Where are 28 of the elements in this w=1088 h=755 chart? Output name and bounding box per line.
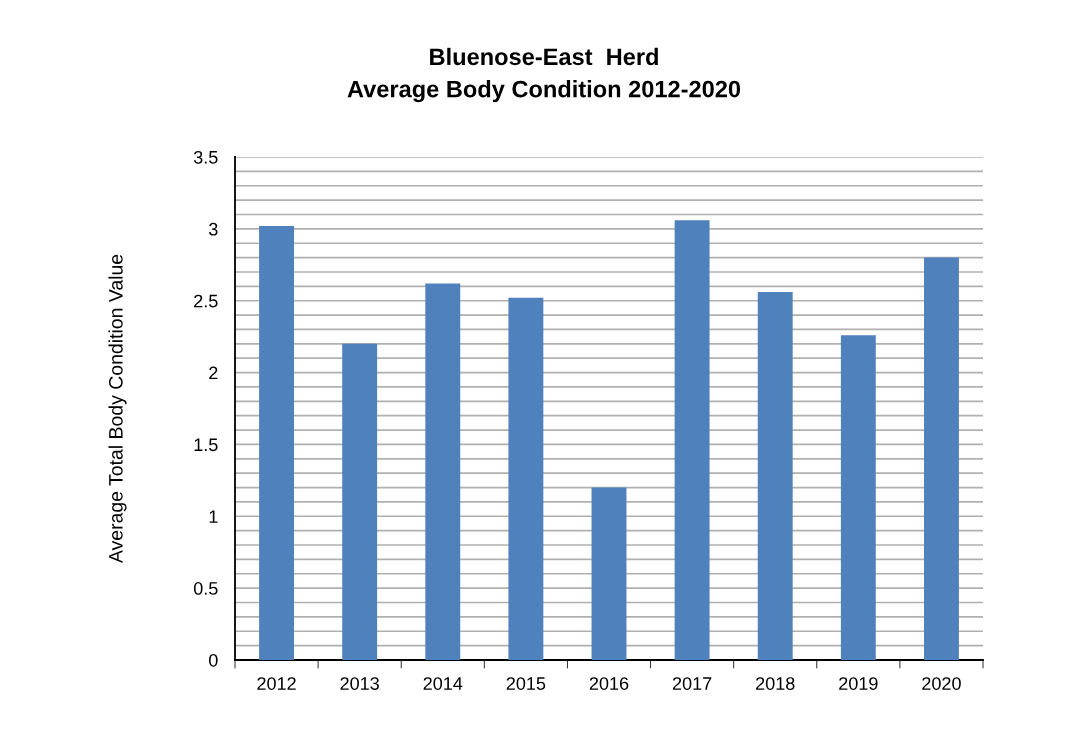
bar	[840, 335, 876, 660]
x-tick-label: 2015	[506, 677, 546, 690]
x-tick-label: 2018	[756, 677, 795, 690]
y-tick-label: 2.5	[194, 294, 218, 308]
x-tick-label: 2012	[257, 677, 296, 690]
y-axis-title: Average Total Body Condition Value	[108, 254, 127, 564]
x-tick-label: 2017	[672, 677, 712, 690]
bar	[923, 257, 959, 660]
bar	[342, 343, 378, 660]
y-tick-label: 1	[209, 510, 218, 523]
bar	[425, 283, 461, 660]
bar	[508, 297, 544, 660]
y-tick-label: 2	[209, 366, 218, 380]
y-tick-label: 1.5	[194, 438, 218, 452]
chart-title: Bluenose-East Herd Average Body Condition 2012-2020	[347, 47, 741, 103]
x-tick-label: 2013	[340, 677, 379, 690]
bar	[259, 225, 295, 660]
y-tick-label: 3.5	[193, 150, 218, 164]
x-tick-label: 2014	[423, 677, 463, 690]
bar	[757, 292, 793, 660]
x-tick-label: 2020	[922, 677, 961, 690]
x-tick-label: 2019	[839, 677, 878, 690]
y-tick-label: 3	[208, 222, 218, 236]
y-tick-label: 0.5	[193, 582, 218, 595]
bar	[591, 487, 627, 660]
y-tick-label: 0	[209, 653, 218, 667]
x-tick-label: 2016	[589, 677, 629, 690]
bar	[674, 220, 710, 660]
